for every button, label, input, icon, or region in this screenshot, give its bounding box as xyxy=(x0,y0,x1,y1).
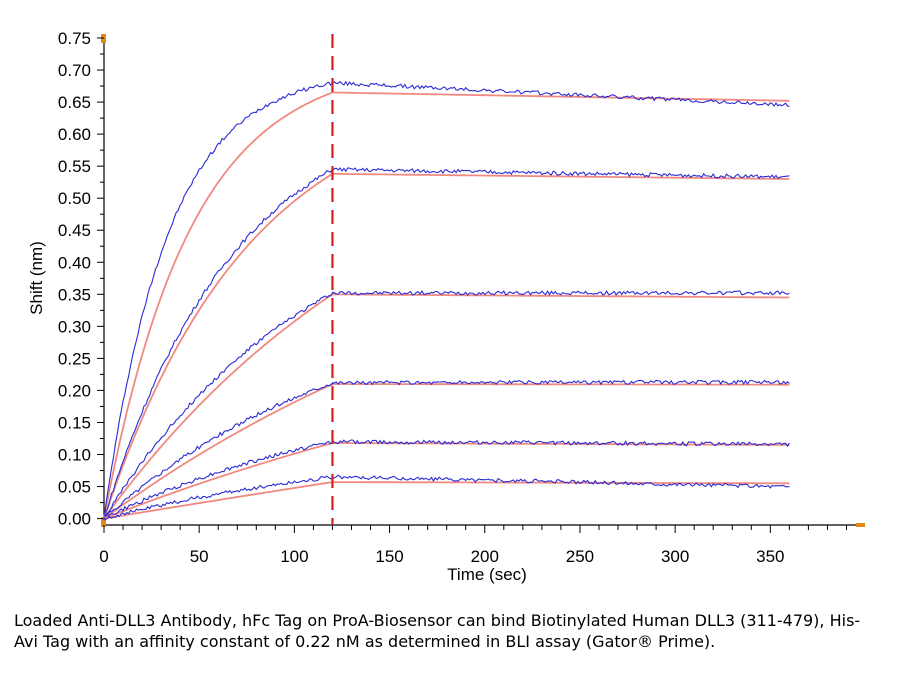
y-tick-label: 0.20 xyxy=(58,381,91,400)
figure-caption: Loaded Anti-DLL3 Antibody, hFc Tag on Pr… xyxy=(14,611,861,651)
y-tick-label: 0.00 xyxy=(58,510,91,529)
y-tick-label: 0.60 xyxy=(58,125,91,144)
fit-curve xyxy=(103,293,790,520)
x-axis-ticks: 0 50 100 150 200 250 300 350 xyxy=(99,525,847,566)
fit-curve xyxy=(103,481,790,520)
y-axis-ticks: 0.00 0.05 0.10 0.15 0.20 0.25 0.30 0.35 0.40 0.45… xyxy=(58,29,104,529)
y-tick-label: 0.45 xyxy=(58,221,91,240)
x-tick-label: 0 xyxy=(99,547,108,566)
fit-curve xyxy=(103,91,790,519)
y-tick-label: 0.30 xyxy=(58,317,91,336)
fit-curve xyxy=(103,442,790,520)
fit-curve xyxy=(103,172,790,519)
measured-curve xyxy=(103,290,790,521)
measured-curve xyxy=(103,167,790,519)
x-axis-end-marker xyxy=(856,523,865,527)
x-axis-title: Time (sec) xyxy=(447,565,527,584)
x-tick-label: 200 xyxy=(471,547,499,566)
origin-marker xyxy=(101,517,106,527)
y-tick-label: 0.65 xyxy=(58,93,91,112)
measured-curve xyxy=(103,439,790,521)
bli-sensorgram-chart: 0.00 0.05 0.10 0.15 0.20 0.25 0.30 0.35 0.40 0.45… xyxy=(27,29,865,584)
x-tick-label: 150 xyxy=(375,547,403,566)
x-tick-label: 350 xyxy=(756,547,784,566)
y-tick-label: 0.40 xyxy=(58,253,91,272)
y-tick-label: 0.05 xyxy=(58,478,91,497)
chart-axes xyxy=(101,34,865,527)
y-tick-label: 0.55 xyxy=(58,157,91,176)
measured-curve xyxy=(103,80,790,521)
x-tick-label: 250 xyxy=(566,547,594,566)
y-tick-label: 0.70 xyxy=(58,61,91,80)
y-tick-label: 0.15 xyxy=(58,413,91,432)
y-tick-label: 0.10 xyxy=(58,446,91,465)
x-tick-label: 100 xyxy=(280,547,308,566)
y-tick-label: 0.50 xyxy=(58,189,91,208)
y-tick-label: 0.35 xyxy=(58,285,91,304)
series-layer xyxy=(103,80,790,521)
measured-curve xyxy=(103,379,790,519)
x-tick-label: 50 xyxy=(190,547,209,566)
y-axis-title: Shift (nm) xyxy=(27,241,46,315)
measured-curve xyxy=(103,474,790,521)
y-tick-label: 0.75 xyxy=(58,29,91,48)
y-tick-label: 0.25 xyxy=(58,349,91,368)
x-tick-label: 300 xyxy=(661,547,689,566)
